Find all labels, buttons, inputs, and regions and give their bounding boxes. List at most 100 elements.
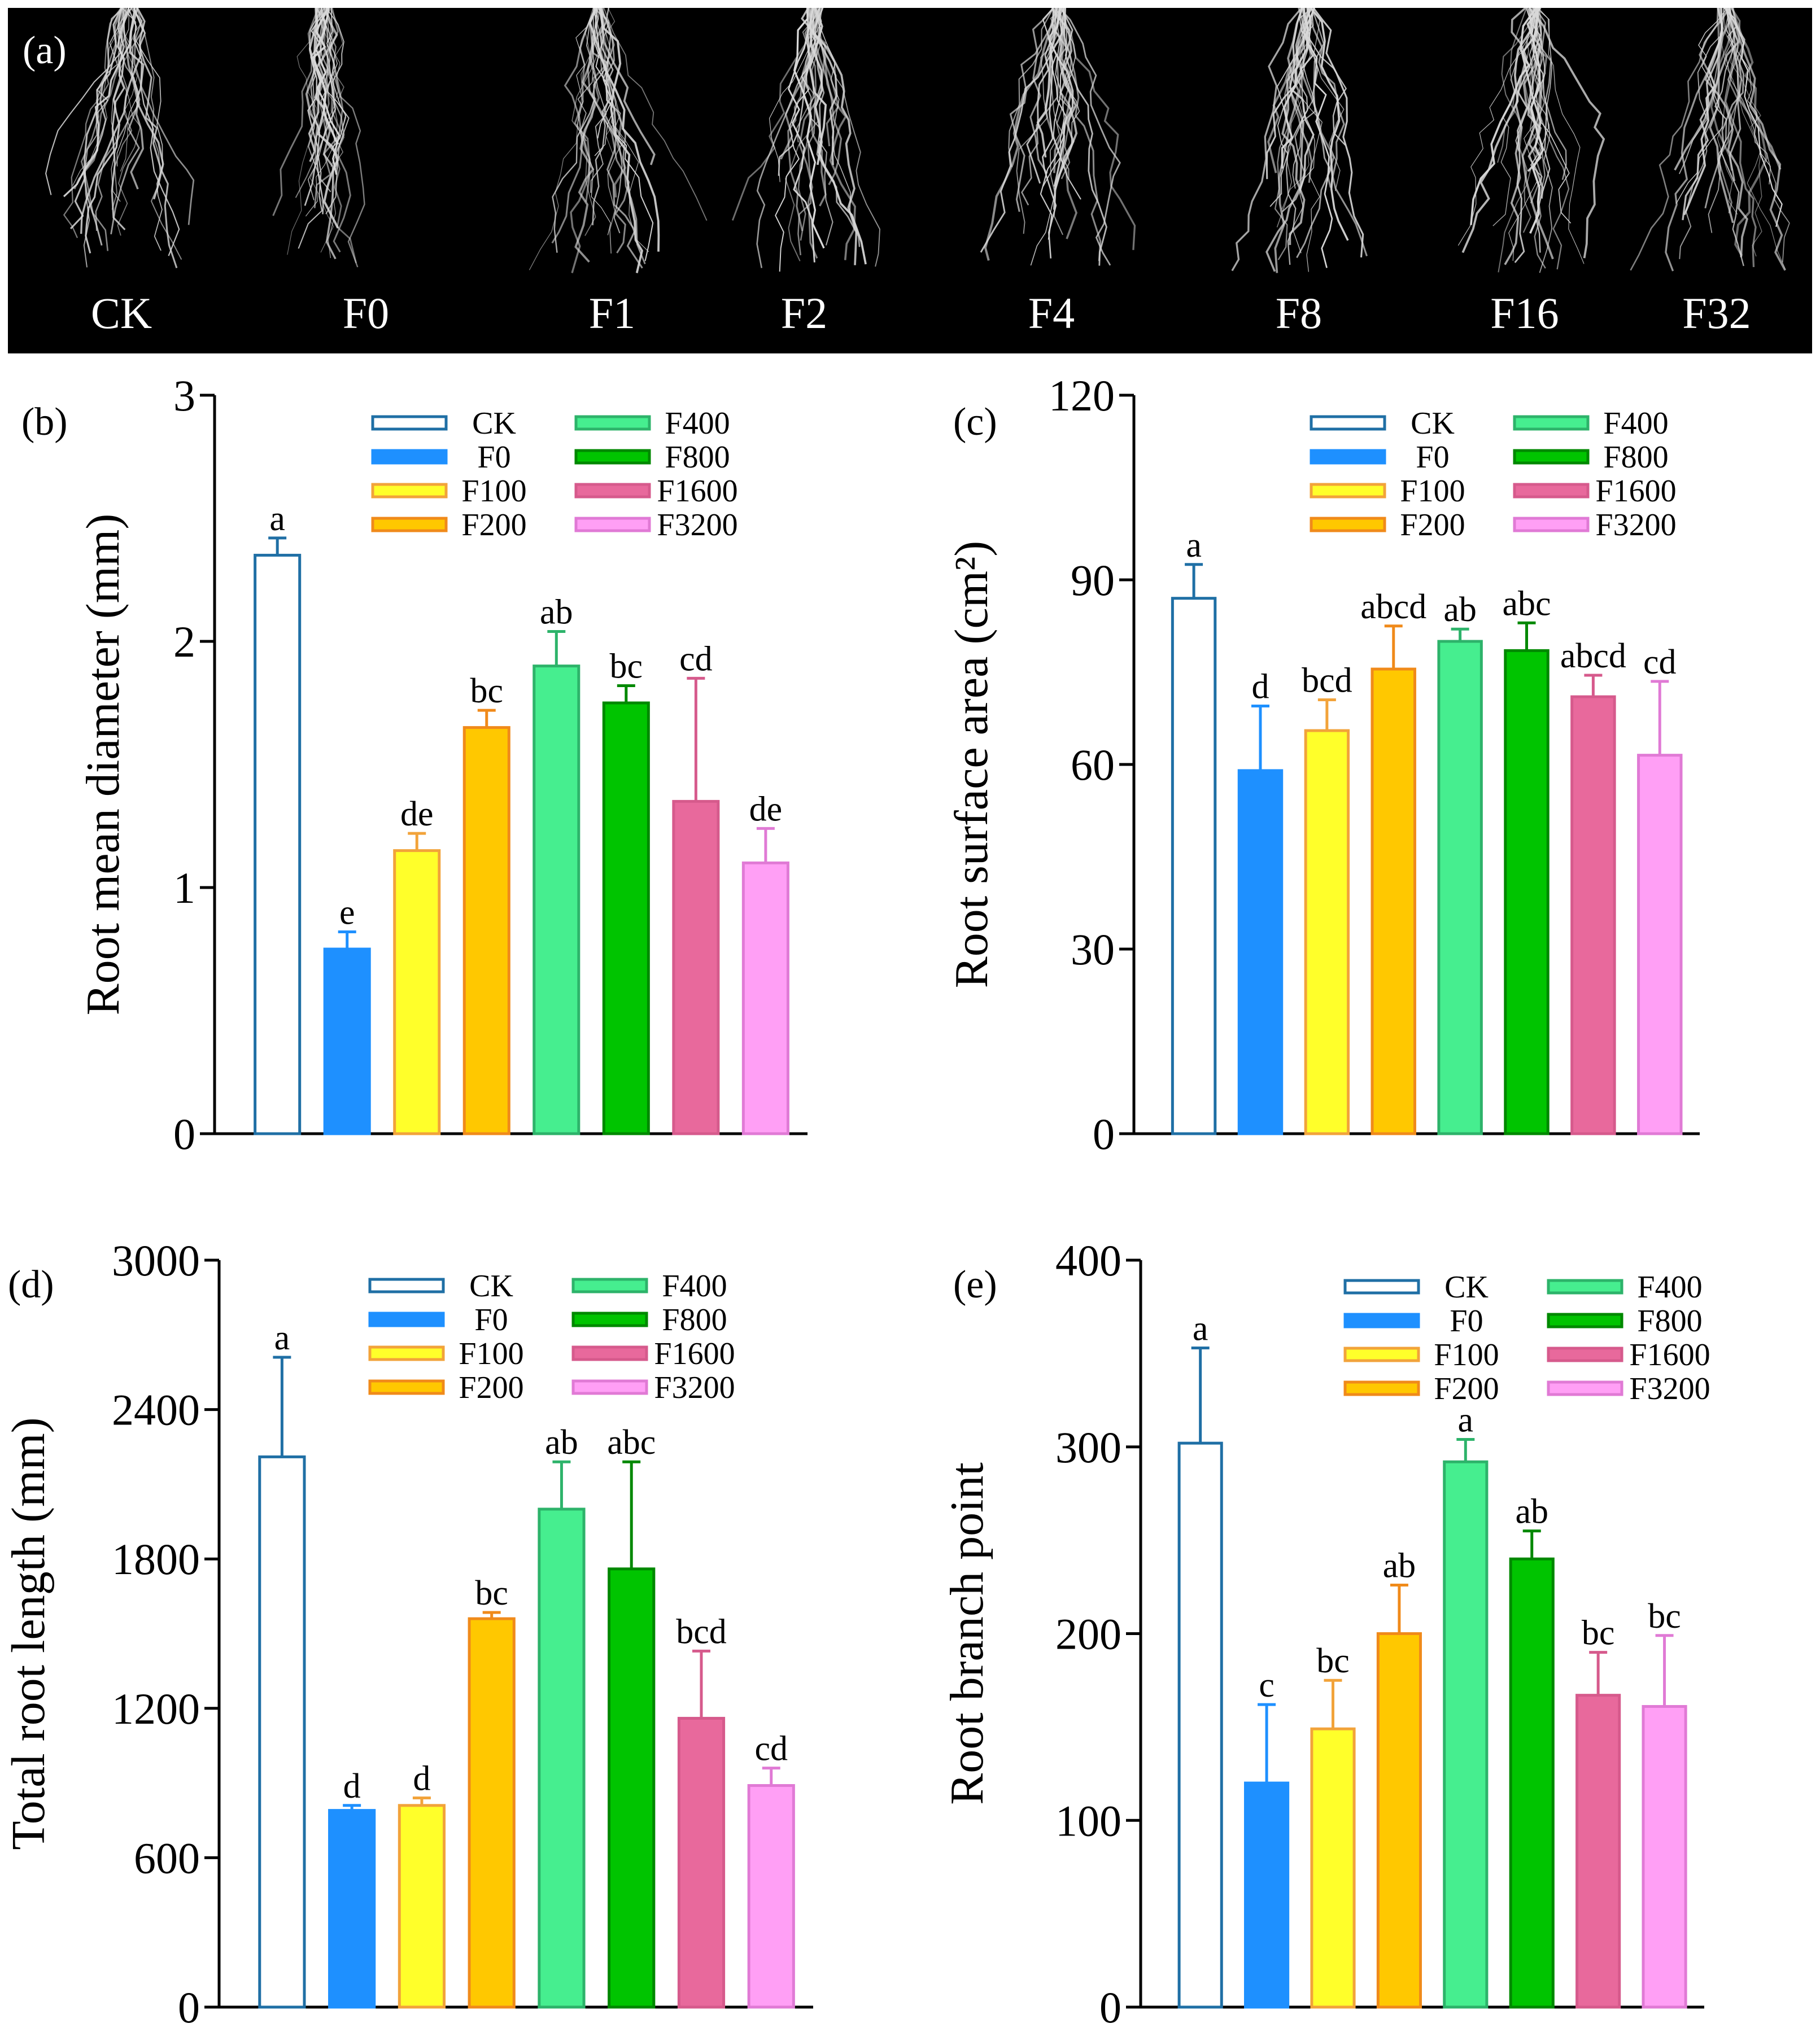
legend-swatch-ck: [371, 415, 448, 431]
y-axis-title: Root mean diameter (mm): [77, 514, 129, 1016]
legend-swatch-f400: [1513, 415, 1590, 431]
root-strand: [805, 7, 833, 246]
root-strand: [120, 7, 143, 172]
significance-letter-f0: d: [343, 1767, 361, 1806]
root-system-0: [45, 7, 195, 269]
bar-ck: [258, 1455, 306, 2009]
root-strand: [602, 7, 616, 155]
root-strand: [313, 7, 339, 229]
photo-label-f0: F0: [342, 289, 390, 338]
bar-f800: [1509, 1557, 1555, 2009]
root-strand: [1016, 7, 1059, 234]
legend-swatch-f400: [574, 415, 651, 431]
significance-letter-f3200: cd: [754, 1730, 788, 1768]
root-strand: [325, 7, 350, 215]
root-strand: [1498, 7, 1542, 273]
bar-f0: [1237, 769, 1284, 1135]
root-strand: [1029, 7, 1054, 174]
root-strand: [1528, 7, 1605, 259]
root-strand: [594, 7, 613, 156]
chart-d: (d) Total root length (mm) 0 600 1200 1800 240…: [2, 1236, 813, 2028]
root-system-3: [731, 7, 880, 272]
y-tick-label: 1: [173, 863, 195, 912]
legend-label-f800: F800: [662, 1303, 727, 1338]
root-strand: [121, 7, 163, 251]
bar-f200: [468, 1617, 516, 2009]
root-strand: [323, 7, 351, 253]
y-tick-label: 1200: [112, 1684, 200, 1733]
root-strand: [1269, 7, 1313, 207]
bar-f100: [398, 1804, 446, 2009]
significance-letter-f1600: cd: [679, 640, 713, 678]
root-strand: [1287, 7, 1313, 183]
root-strand: [1274, 7, 1304, 273]
legend-swatch-f100: [368, 1345, 445, 1361]
bar-f100: [1304, 729, 1350, 1135]
root-strand: [1055, 7, 1136, 250]
root-strand: [780, 7, 822, 160]
legend-label-f3200: F3200: [657, 508, 737, 543]
root-strand: [295, 7, 332, 198]
legend-swatch-ck: [1343, 1279, 1420, 1295]
bar-f800: [608, 1567, 656, 2009]
root-strand: [1630, 7, 1729, 271]
root-strand: [1060, 7, 1107, 266]
root-strand: [1047, 7, 1074, 187]
root-strand: [1296, 7, 1332, 259]
bar-f800: [602, 701, 650, 1135]
root-system-5: [1231, 7, 1368, 273]
root-strand: [1515, 7, 1538, 152]
legend-swatch-f400: [571, 1278, 648, 1293]
legend-swatch-f3200: [1513, 517, 1590, 532]
legend-label-f3200: F3200: [654, 1370, 735, 1405]
significance-letter-f100: de: [400, 795, 434, 833]
chart-e: (e) Root branch point 0 100 200 300 400 a c bc ab a…: [941, 1236, 1710, 2028]
root-system-4: [980, 7, 1136, 266]
y-tick-label: 3: [173, 371, 195, 420]
root-strand: [298, 7, 323, 249]
legend-label-f0: F0: [474, 1303, 508, 1338]
root-strand: [1704, 7, 1744, 209]
root-strand: [1718, 7, 1786, 269]
legend-swatch-f100: [1343, 1347, 1420, 1362]
root-strand: [593, 7, 654, 261]
bar-f100: [1310, 1727, 1356, 2009]
root-strand: [1720, 7, 1762, 257]
bar-f100: [393, 849, 441, 1135]
bar-f200: [1371, 667, 1416, 1135]
significance-letter-f800: abc: [1502, 584, 1551, 623]
root-strand: [1535, 7, 1585, 264]
y-tick-label: 100: [1055, 1796, 1121, 1845]
y-tick-label: 200: [1055, 1610, 1121, 1659]
root-strand: [600, 7, 644, 273]
significance-letter-f0: d: [1251, 667, 1269, 706]
significance-letter-f3200: cd: [1643, 643, 1677, 681]
root-strand: [80, 7, 146, 234]
legend-label-f400: F400: [1637, 1270, 1702, 1305]
chart-c: (c) Root surface area (cm²) 0 30 60 90 120 a d bc…: [945, 371, 1700, 1159]
legend-swatch-f1600: [574, 483, 651, 499]
legend-swatch-f1600: [571, 1345, 648, 1361]
significance-letter-ck: a: [274, 1319, 290, 1357]
y-tick-label: 30: [1071, 925, 1115, 974]
legend-label-f0: F0: [1450, 1304, 1483, 1339]
bar-f0: [323, 947, 371, 1135]
root-strand: [1040, 7, 1067, 240]
significance-letter-f1600: bc: [1582, 1614, 1615, 1653]
y-tick-label: 0: [173, 1109, 195, 1159]
y-tick-label: 300: [1055, 1423, 1121, 1472]
root-strand: [1054, 7, 1102, 261]
significance-letter-f400: ab: [545, 1423, 578, 1462]
root-strand: [597, 7, 625, 254]
root-strand: [317, 7, 365, 268]
root-strand: [1678, 7, 1725, 174]
legend-label-f200: F200: [461, 508, 526, 543]
root-strand: [1522, 7, 1570, 270]
legend-label-f100: F100: [459, 1336, 523, 1371]
bar-ck: [1171, 597, 1217, 1135]
root-strand: [984, 7, 1057, 261]
y-axis-title: Root surface area (cm²): [945, 541, 998, 988]
significance-letter-f200: bc: [475, 1574, 508, 1612]
root-strand: [588, 7, 660, 252]
y-tick-label: 90: [1071, 556, 1115, 605]
